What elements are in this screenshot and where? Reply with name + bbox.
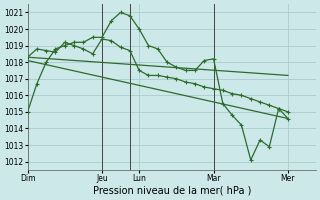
X-axis label: Pression niveau de la mer( hPa ): Pression niveau de la mer( hPa ) [92, 186, 251, 196]
